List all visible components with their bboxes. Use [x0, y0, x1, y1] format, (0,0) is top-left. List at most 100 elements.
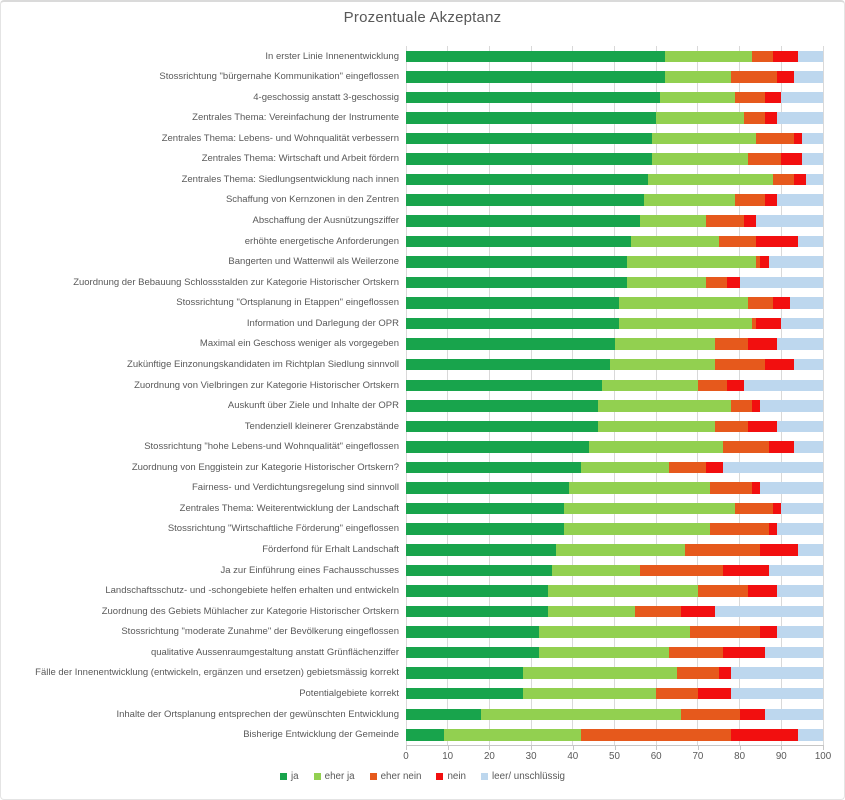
bar-segment-leer-unschl-ssig	[789, 297, 823, 309]
bar-segment-eher-nein	[656, 687, 698, 700]
bar	[406, 502, 823, 515]
bar-segment-eher-nein	[697, 585, 748, 597]
bar-segment-nein	[752, 482, 761, 494]
bar-segment-eher-nein	[639, 564, 723, 577]
bar-row: Stossrichtung "hohe Lebens-und Wohnquali…	[0, 437, 823, 458]
category-label: Zentrales Thema: Wirtschaft und Arbeit f…	[201, 153, 399, 165]
bar-segment-eher-nein	[668, 461, 707, 474]
legend: ja eher ja eher nein nein leer/ unschlüssig	[0, 771, 845, 782]
bar-segment-ja	[406, 338, 615, 350]
bar	[406, 564, 823, 577]
category-label: Schaffung von Kernzonen in den Zentren	[225, 194, 399, 206]
bar-segment-eher-nein	[706, 215, 744, 227]
bar-segment-nein	[777, 71, 794, 83]
bar-row: Stossrichtung "moderate Zunahme" der Bev…	[0, 622, 823, 643]
bar-segment-ja	[406, 708, 482, 721]
bar-segment-eher-nein	[756, 132, 794, 145]
bar	[406, 708, 823, 721]
x-tick-mark	[739, 746, 741, 750]
bar-segment-eher-ja	[614, 338, 715, 350]
bar-segment-ja	[406, 646, 540, 659]
bar-segment-nein	[772, 297, 790, 309]
bar-segment-ja	[406, 420, 598, 433]
bar-segment-nein	[727, 276, 740, 289]
x-tick-mark	[823, 746, 824, 750]
bar	[406, 687, 823, 700]
bar-segment-leer-unschl-ssig	[781, 91, 823, 104]
x-tick-label: 80	[734, 751, 746, 762]
bar-segment-nein	[764, 91, 782, 104]
bar-segment-ja	[406, 153, 653, 165]
bar-segment-ja	[406, 400, 598, 412]
bar-segment-ja	[406, 235, 632, 248]
bar-segment-leer-unschl-ssig	[764, 646, 823, 659]
bar-segment-nein	[747, 420, 778, 433]
x-tick-mark	[406, 746, 407, 750]
bar-segment-nein	[722, 564, 769, 577]
bar-segment-leer-unschl-ssig	[797, 544, 823, 556]
legend-item-eher-nein: eher nein	[369, 771, 421, 782]
bar	[406, 605, 823, 618]
bar-segment-ja	[406, 297, 619, 309]
bar-segment-leer-unschl-ssig	[793, 441, 823, 453]
bar	[406, 132, 823, 145]
bar-segment-eher-ja	[610, 358, 715, 371]
bar-segment-eher-ja	[652, 132, 757, 145]
gridline-20	[488, 46, 490, 745]
bar-row: Zuordnung der Bebauung Schlossstalden zu…	[0, 272, 823, 293]
bar-segment-eher-nein	[747, 297, 773, 309]
bar-segment-nein	[756, 235, 798, 248]
gridlines	[405, 46, 824, 745]
bar-segment-ja	[406, 194, 644, 206]
bar-segment-eher-nein	[735, 194, 765, 206]
bar-segment-nein	[731, 729, 798, 741]
bar	[406, 667, 823, 679]
bar-segment-eher-ja	[618, 317, 753, 330]
x-tick-mark	[656, 746, 658, 750]
gridline-50	[614, 46, 615, 745]
bar-row: Stossrichtung "bürgernahe Kommunikation"…	[0, 67, 823, 88]
bar	[406, 91, 823, 104]
category-label: erhöhte energetische Anforderungen	[244, 235, 399, 247]
bar-segment-eher-nein	[722, 441, 769, 453]
bar-segment-ja	[406, 626, 540, 638]
bar-segment-eher-ja	[597, 420, 715, 433]
bar-segment-eher-ja	[627, 256, 757, 268]
legend-swatch-nein	[436, 773, 444, 780]
legend-swatch-ja	[280, 773, 287, 780]
bar-segment-eher-nein	[689, 626, 761, 638]
category-label: Stossrichtung "bürgernahe Kommunikation"…	[159, 71, 399, 83]
bar-segment-ja	[406, 482, 569, 494]
bar-segment-nein	[739, 708, 765, 721]
bar-row: Fairness- und Verdichtungsregelung sind …	[0, 478, 823, 499]
chart-title: Prozentuale Akzeptanz	[343, 9, 502, 26]
bar-segment-nein	[764, 358, 794, 371]
bar-segment-leer-unschl-ssig	[760, 482, 823, 494]
bar-segment-eher-ja	[589, 441, 723, 453]
x-axis-line	[406, 745, 824, 746]
bar-segment-ja	[406, 605, 548, 618]
bar	[406, 215, 823, 227]
bar-segment-eher-nein	[677, 667, 719, 679]
bar	[406, 297, 823, 309]
category-label: Förderfond für Erhalt Landschaft	[262, 544, 399, 556]
category-label: Maximal ein Geschoss weniger als vorgege…	[199, 338, 399, 350]
bar-row: Zentrales Thema: Weiterentwicklung der L…	[0, 498, 823, 519]
x-tick-mark	[572, 746, 574, 750]
category-label: Stossrichtung "hohe Lebens-und Wohnquali…	[144, 441, 399, 453]
bar-segment-leer-unschl-ssig	[806, 173, 823, 186]
bar-segment-ja	[406, 544, 557, 556]
bar-segment-eher-nein	[747, 153, 782, 165]
bar-segment-ja	[406, 358, 611, 371]
bar-segment-eher-ja	[660, 91, 736, 104]
bar-segment-eher-nein	[714, 358, 765, 371]
category-label: Fälle der Innenentwicklung (entwickeln, …	[35, 667, 399, 679]
category-label: Bisherige Entwicklung der Gemeinde	[243, 729, 399, 741]
bar-segment-nein	[764, 112, 778, 124]
legend-item-ja: ja	[280, 771, 299, 782]
bar-segment-nein	[781, 153, 803, 165]
bar-segment-eher-nein	[710, 482, 753, 494]
bar-segment-nein	[764, 194, 778, 206]
bar-segment-eher-nein	[743, 112, 765, 124]
bar	[406, 420, 823, 433]
